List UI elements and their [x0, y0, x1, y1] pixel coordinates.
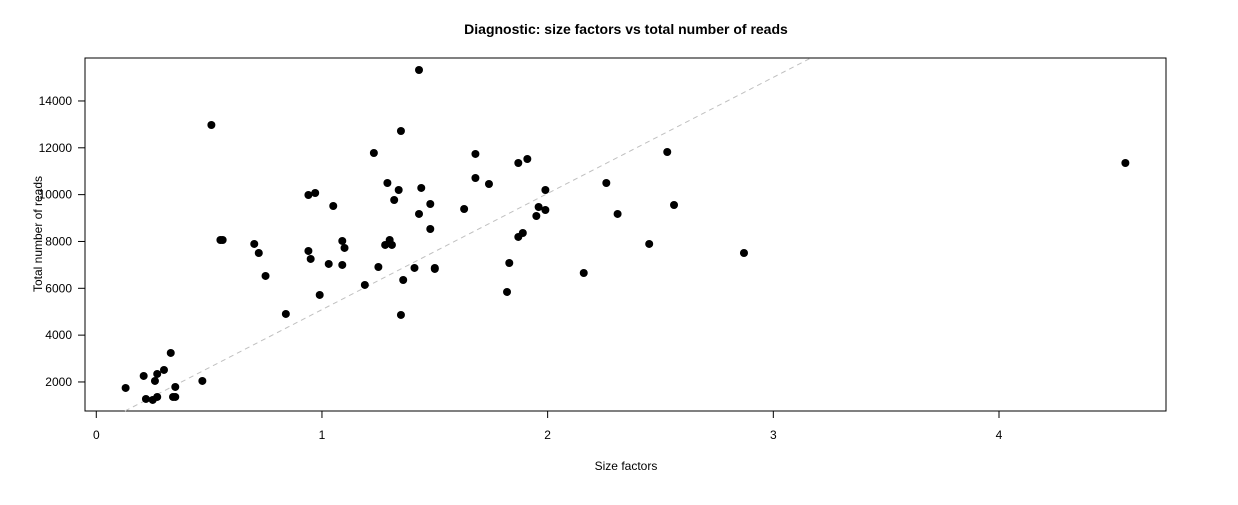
data-point	[198, 376, 207, 385]
data-point	[645, 239, 654, 248]
data-point	[338, 236, 347, 245]
data-point	[1121, 158, 1130, 167]
y-tick-label: 14000	[39, 94, 73, 108]
data-point	[394, 185, 403, 194]
data-point	[324, 259, 333, 268]
data-point	[304, 190, 313, 199]
data-point	[410, 263, 419, 272]
data-points	[121, 66, 1130, 404]
data-point	[141, 394, 150, 403]
data-point	[396, 310, 405, 319]
data-point	[579, 268, 588, 277]
x-tick-label: 0	[93, 428, 100, 442]
data-point	[121, 383, 130, 392]
data-point	[415, 66, 424, 75]
y-tick-label: 8000	[45, 234, 72, 248]
data-point	[663, 147, 672, 156]
data-point	[218, 235, 227, 244]
data-point	[471, 149, 480, 158]
data-point	[153, 392, 162, 401]
y-axis-label: Total number of reads	[31, 176, 45, 292]
data-point	[254, 248, 263, 257]
data-point	[534, 202, 543, 211]
data-point	[670, 201, 679, 210]
data-point	[383, 178, 392, 187]
data-point	[471, 173, 480, 182]
y-tick-label: 12000	[39, 141, 73, 155]
y-tick-label: 4000	[45, 328, 72, 342]
data-point	[426, 224, 435, 233]
data-point	[153, 369, 162, 378]
y-axis: 2000 4000 6000 8000 10000 12000 14000	[39, 94, 85, 389]
data-point	[315, 290, 324, 299]
y-tick-label: 10000	[39, 188, 73, 202]
data-point	[340, 243, 349, 252]
data-point	[396, 126, 405, 135]
data-point	[311, 188, 320, 197]
data-point	[207, 120, 216, 129]
data-point	[415, 209, 424, 218]
x-tick-label: 2	[544, 428, 551, 442]
data-point	[304, 246, 313, 255]
data-point	[261, 271, 270, 280]
data-point	[159, 365, 168, 374]
data-point	[369, 148, 378, 157]
data-point	[338, 260, 347, 269]
data-point	[360, 280, 369, 289]
data-point	[306, 254, 315, 263]
data-point	[430, 263, 439, 272]
data-point	[613, 209, 622, 218]
data-point	[281, 309, 290, 318]
data-point	[329, 201, 338, 210]
data-point	[417, 183, 426, 192]
data-point	[739, 248, 748, 257]
data-point	[399, 275, 408, 284]
data-point	[602, 178, 611, 187]
y-tick-label: 6000	[45, 281, 72, 295]
data-point	[171, 382, 180, 391]
data-point	[523, 154, 532, 163]
x-tick-label: 4	[996, 428, 1003, 442]
data-point	[390, 195, 399, 204]
y-tick-label: 2000	[45, 375, 72, 389]
data-point	[514, 158, 523, 167]
data-point	[171, 392, 180, 401]
plot-area	[84, 57, 1167, 412]
data-point	[460, 204, 469, 213]
data-point	[150, 376, 159, 385]
data-point	[503, 287, 512, 296]
data-point	[250, 239, 259, 248]
data-point	[518, 228, 527, 237]
data-point	[139, 371, 148, 380]
x-axis: 0 1 2 3 4	[93, 411, 1003, 442]
data-point	[426, 200, 435, 209]
data-point	[541, 185, 550, 194]
x-tick-label: 3	[770, 428, 777, 442]
data-point	[484, 180, 493, 189]
reference-line	[124, 57, 812, 412]
chart-title: Diagnostic: size factors vs total number…	[464, 21, 788, 37]
data-point	[381, 240, 390, 249]
data-point	[541, 205, 550, 214]
data-point	[532, 211, 541, 220]
data-point	[374, 262, 383, 271]
data-point	[505, 258, 514, 267]
data-point	[387, 240, 396, 249]
x-tick-label: 1	[319, 428, 326, 442]
data-point	[166, 348, 175, 357]
x-axis-label: Size factors	[595, 459, 658, 473]
